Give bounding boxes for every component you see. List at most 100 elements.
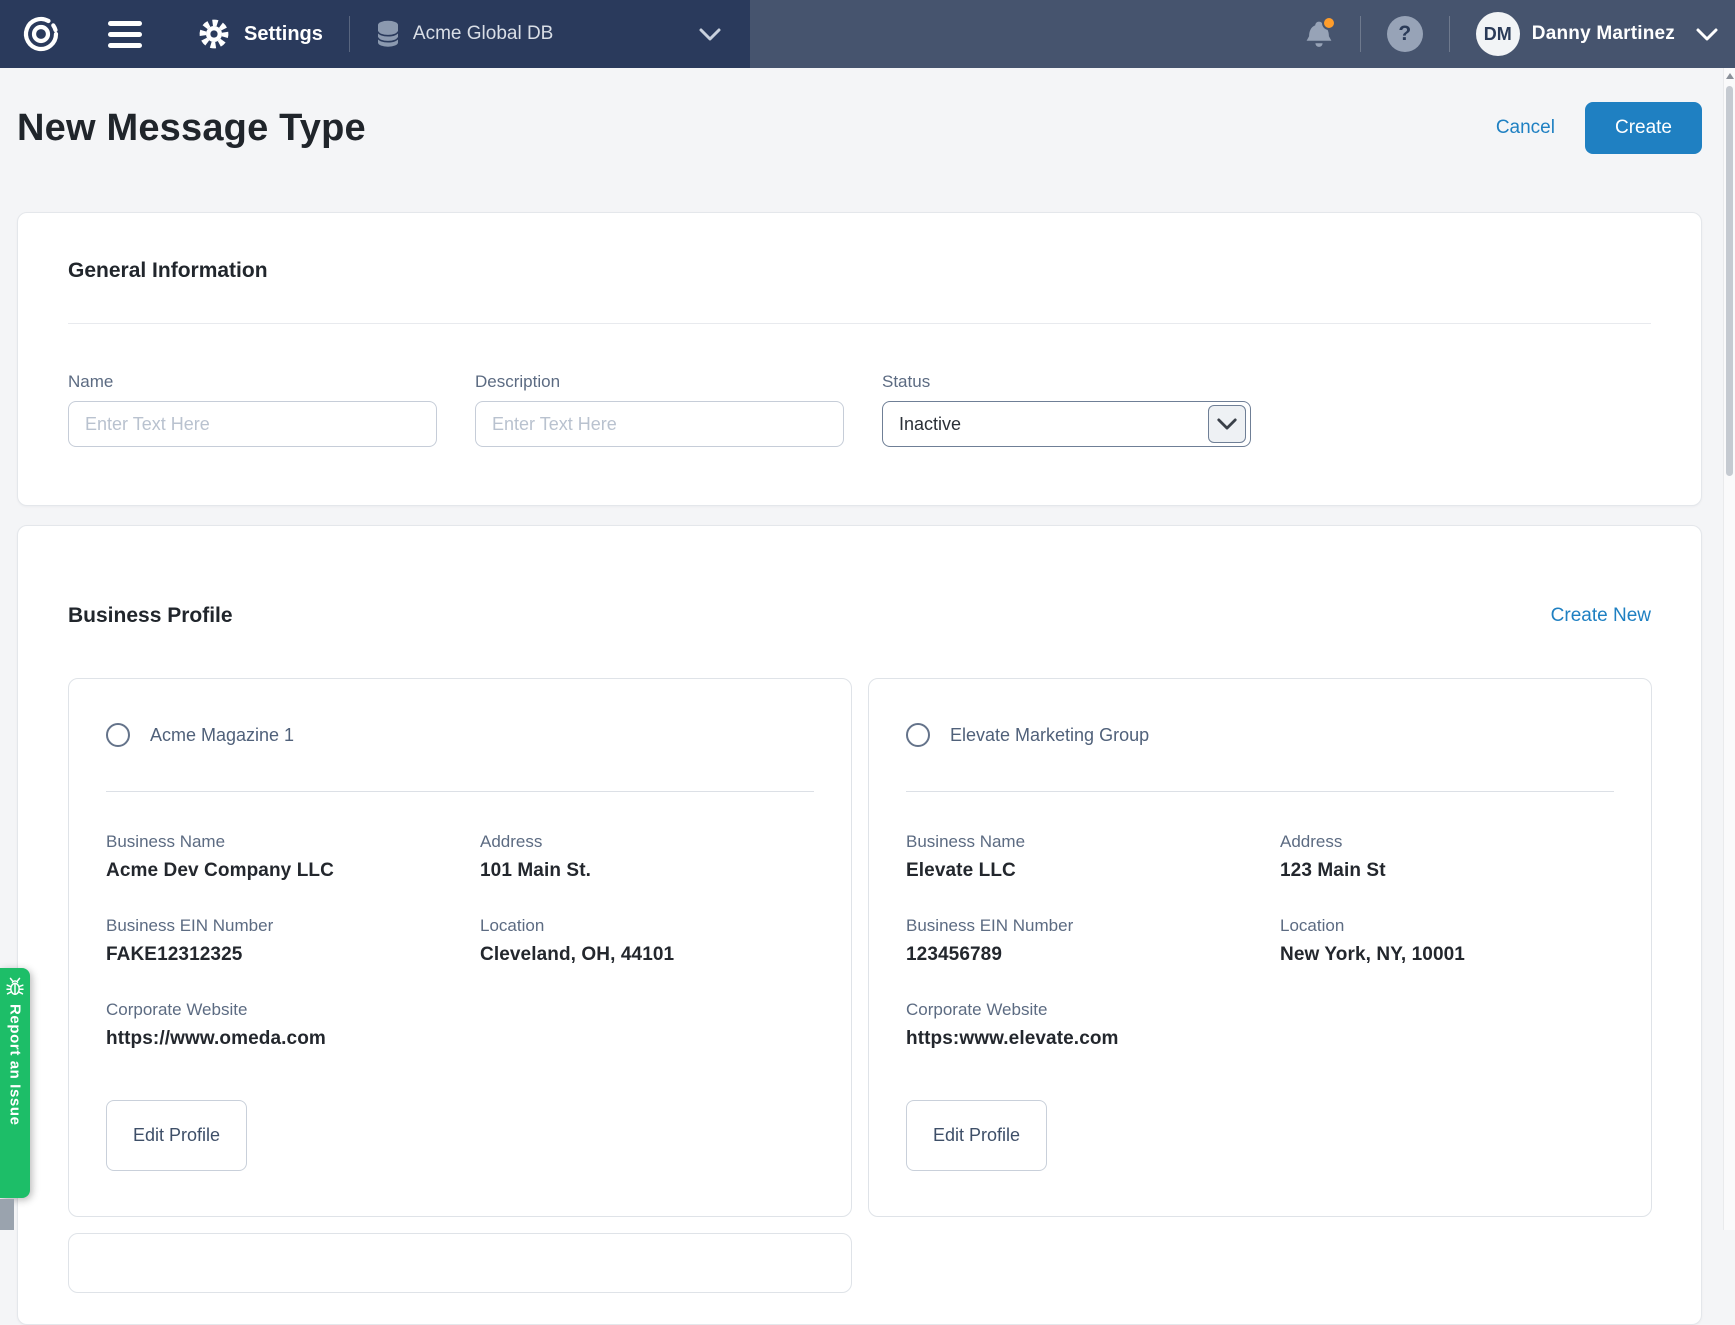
address-field: Address 123 Main St: [1280, 832, 1614, 882]
tab-remnant: [0, 1199, 14, 1230]
profile-name: Elevate Marketing Group: [950, 724, 1150, 745]
field-label: Address: [480, 832, 543, 851]
nav-right-section: ? DM Danny Martinez: [750, 0, 1735, 68]
general-information-card: General Information Name Description Sta…: [17, 212, 1702, 506]
edit-profile-button[interactable]: Edit Profile: [106, 1100, 248, 1171]
field-label: Corporate Website: [906, 1000, 1048, 1019]
website-field: Corporate Website https://www.omeda.com: [106, 1000, 480, 1050]
field-value: 123 Main St: [1280, 860, 1386, 881]
profile-card-acme: Acme Magazine 1 Business Name Acme Dev C…: [68, 678, 852, 1217]
ein-field: Business EIN Number FAKE12312325: [106, 916, 480, 966]
gear-icon: [198, 18, 230, 50]
field-value: New York, NY, 10001: [1280, 944, 1465, 965]
ein-field: Business EIN Number 123456789: [906, 916, 1280, 966]
settings-label: Settings: [244, 22, 323, 45]
business-profile-header: Business Profile Create New: [68, 604, 1651, 628]
page-actions: Cancel Create: [1496, 102, 1702, 154]
field-label: Business EIN Number: [906, 916, 1074, 935]
database-icon: [376, 20, 400, 48]
help-icon[interactable]: ?: [1386, 16, 1423, 52]
user-menu[interactable]: DM Danny Martinez: [1475, 12, 1719, 56]
bell-icon[interactable]: [1304, 15, 1336, 50]
status-select-value: Inactive: [899, 413, 962, 434]
avatar: DM: [1475, 12, 1520, 56]
help-glyph: ?: [1398, 22, 1412, 45]
profile-radio[interactable]: [106, 723, 130, 747]
field-label: Location: [480, 916, 545, 935]
address-field: Address 101 Main St.: [480, 832, 814, 882]
profile-name: Acme Magazine 1: [150, 724, 295, 745]
scroll-up-arrow[interactable]: [1726, 73, 1734, 79]
profile-fields: Business Name Acme Dev Company LLC Addre…: [106, 832, 814, 1050]
profile-radio[interactable]: [906, 723, 930, 747]
field-label: Business EIN Number: [106, 916, 274, 935]
profile-card-elevate: Elevate Marketing Group Business Name El…: [868, 678, 1652, 1217]
business-profile-card: Business Profile Create New Acme Magazin…: [17, 525, 1702, 1325]
business-profile-title: Business Profile: [68, 604, 233, 627]
location-field: Location New York, NY, 10001: [1280, 916, 1614, 966]
profile-divider: [106, 791, 814, 792]
report-issue-tab[interactable]: Report an Issue: [0, 968, 30, 1198]
nav-settings[interactable]: Settings: [198, 18, 323, 50]
main-content: New Message Type Cancel Create General I…: [0, 68, 1735, 1325]
field-spacer: [1280, 1000, 1614, 1050]
status-select[interactable]: Inactive: [882, 401, 1251, 447]
name-input[interactable]: [68, 401, 437, 447]
bug-icon: [5, 977, 25, 997]
nav-left-section: Settings Acme Global DB: [0, 0, 750, 68]
profile-radio-row: Elevate Marketing Group: [906, 723, 1614, 747]
description-field-label: Description: [475, 372, 561, 391]
nav-divider: [1448, 16, 1450, 52]
notification-dot: [1321, 15, 1336, 30]
edit-profile-button[interactable]: Edit Profile: [906, 1100, 1048, 1171]
general-information-title: General Information: [68, 259, 268, 282]
top-nav: Settings Acme Global DB: [0, 0, 1735, 68]
field-value: Cleveland, OH, 44101: [480, 944, 675, 965]
scrollbar-track[interactable]: [1723, 68, 1735, 1230]
omeda-logo-icon[interactable]: [22, 15, 60, 53]
profile-card-sliver: [68, 1233, 852, 1293]
status-field: Status Inactive: [882, 372, 1251, 447]
field-value: 101 Main St.: [480, 860, 592, 881]
field-value: 123456789: [906, 944, 1003, 965]
business-profile-grid: Acme Magazine 1 Business Name Acme Dev C…: [68, 678, 1652, 1293]
profile-fields: Business Name Elevate LLC Address 123 Ma…: [906, 832, 1614, 1050]
field-label: Location: [1280, 916, 1345, 935]
report-issue-label: Report an Issue: [6, 1004, 24, 1126]
chevron-down-icon: [698, 27, 722, 42]
cancel-button[interactable]: Cancel: [1495, 117, 1555, 138]
field-label: Business Name: [906, 832, 1026, 851]
name-field-label: Name: [68, 372, 114, 391]
hamburger-menu-icon[interactable]: [108, 20, 142, 48]
section-divider: [68, 323, 1651, 324]
business-name-field: Business Name Acme Dev Company LLC: [106, 832, 480, 882]
create-new-link[interactable]: Create New: [1550, 605, 1651, 626]
field-value: Elevate LLC: [906, 860, 1016, 881]
description-field: Description: [475, 372, 844, 447]
page-header: New Message Type Cancel Create: [17, 68, 1702, 154]
field-label: Business Name: [106, 832, 226, 851]
general-fields-row: Name Description Status Inactive: [68, 372, 1651, 447]
create-button[interactable]: Create: [1584, 102, 1702, 154]
field-value: Acme Dev Company LLC: [106, 860, 334, 881]
business-name-field: Business Name Elevate LLC: [906, 832, 1280, 882]
database-selector[interactable]: Acme Global DB: [376, 20, 750, 48]
profile-divider: [906, 791, 1614, 792]
field-value: https:www.elevate.com: [906, 1028, 1119, 1049]
user-name: Danny Martinez: [1531, 23, 1675, 44]
status-field-label: Status: [882, 372, 931, 391]
website-field: Corporate Website https:www.elevate.com: [906, 1000, 1280, 1050]
field-label: Corporate Website: [106, 1000, 248, 1019]
name-field: Name: [68, 372, 437, 447]
profile-radio-row: Acme Magazine 1: [106, 723, 814, 747]
description-input[interactable]: [475, 401, 844, 447]
field-label: Address: [1280, 832, 1343, 851]
page-title: New Message Type: [17, 106, 366, 149]
field-spacer: [480, 1000, 814, 1050]
database-name: Acme Global DB: [412, 23, 554, 44]
chevron-down-icon: [1208, 405, 1246, 443]
location-field: Location Cleveland, OH, 44101: [480, 916, 814, 966]
nav-divider: [348, 16, 350, 52]
field-value: https://www.omeda.com: [106, 1028, 326, 1049]
scrollbar-thumb[interactable]: [1726, 86, 1733, 476]
